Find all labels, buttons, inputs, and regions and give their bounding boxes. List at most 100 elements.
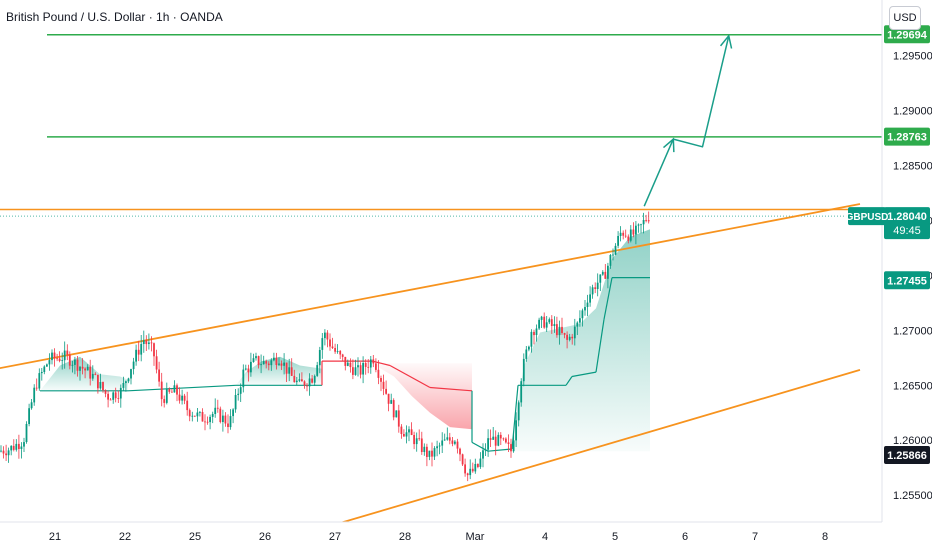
candle-body: [30, 402, 33, 409]
candle-body: [471, 468, 474, 472]
candle-body: [278, 363, 280, 365]
candle-body: [201, 412, 204, 422]
candle-body: [395, 410, 398, 418]
candle-body: [494, 436, 497, 446]
candle-body: [122, 383, 125, 388]
indicator-line-segment: [127, 384, 237, 392]
candle-body: [364, 363, 367, 367]
indicator-line-segment: [371, 360, 391, 367]
candle-body: [232, 409, 234, 417]
candle-body: [329, 339, 331, 347]
indicator-line-segment: [487, 448, 513, 452]
price-label-level-bg: [884, 446, 930, 464]
candle-body: [227, 423, 229, 427]
candle-body: [33, 387, 36, 403]
candle-body: [53, 352, 56, 359]
candle-body: [81, 366, 84, 369]
candle-body: [436, 446, 438, 449]
candle-body: [25, 424, 28, 442]
candle-body: [522, 358, 525, 382]
y-tick-label: 1.25500: [893, 490, 932, 502]
candle-body: [418, 438, 421, 440]
candle-body: [499, 434, 502, 439]
candle-body: [624, 235, 627, 237]
candle-body: [622, 232, 625, 236]
candle-body: [566, 334, 568, 340]
candle-body: [318, 350, 321, 366]
candle-body: [132, 361, 135, 370]
candle-body: [354, 367, 357, 375]
x-tick-label: 4: [542, 531, 548, 543]
candle-body: [520, 381, 523, 403]
candle-body: [451, 440, 454, 444]
candle-body: [308, 378, 311, 387]
candle-body: [576, 322, 579, 327]
candle-body: [477, 464, 479, 467]
candle-body: [239, 387, 242, 394]
candle-body: [510, 444, 512, 452]
candle-body: [148, 342, 150, 344]
candle-body: [321, 338, 324, 350]
candle-body: [619, 232, 622, 236]
candle-body: [640, 224, 642, 226]
candle-body: [558, 326, 561, 336]
candle-body: [487, 438, 489, 450]
candle-body: [617, 236, 619, 246]
candle-body: [163, 399, 166, 403]
candle-body: [579, 318, 581, 323]
candle-body: [216, 407, 219, 409]
indicator-line-segment: [511, 385, 519, 450]
candle-body: [211, 414, 214, 417]
candle-body: [79, 366, 81, 371]
candle-body: [466, 473, 469, 476]
candle-body: [301, 379, 303, 382]
candle-body: [528, 346, 530, 350]
candle-body: [48, 360, 51, 365]
candle-body: [596, 282, 599, 289]
candle-body: [171, 391, 173, 393]
candle-body: [525, 349, 528, 359]
candle-body: [349, 362, 352, 368]
y-tick-label: 1.28500: [893, 161, 932, 173]
candle-body: [426, 446, 428, 457]
candle-body: [403, 434, 405, 437]
candle-body: [627, 236, 630, 241]
plot-area: [0, 33, 882, 522]
candle-body: [219, 408, 222, 422]
candle-body: [438, 445, 441, 447]
y-tick-label: 1.29500: [893, 51, 932, 63]
candle-body: [642, 220, 645, 225]
candle-body: [224, 415, 227, 424]
candle-body: [497, 434, 500, 446]
candle-body: [68, 354, 71, 366]
candle-body: [517, 402, 520, 421]
candle-body: [267, 363, 270, 366]
x-tick-label: 5: [612, 531, 618, 543]
price-label-stop: 1.27455: [887, 275, 927, 287]
time-axis[interactable]: 21 22 25 26 27 28 Mar 4 5 6 7 8: [49, 531, 828, 543]
candle-body: [515, 420, 517, 441]
x-tick-label: 8: [822, 531, 828, 543]
candle-body: [0, 450, 2, 452]
candle-body: [99, 382, 102, 389]
symbol-tag-bg: [848, 207, 886, 226]
candle-body: [94, 373, 97, 375]
candle-body: [150, 342, 153, 344]
candle-body: [142, 340, 145, 344]
candle-body: [153, 343, 155, 357]
candle-body: [415, 438, 418, 445]
price-labels: 1.28763 1.27455 1.25866 1.29694 1.28040 49:45…: [846, 25, 930, 464]
candle-body: [262, 361, 265, 365]
currency-button[interactable]: USD: [889, 6, 921, 30]
candle-body: [35, 387, 38, 389]
candle-body: [362, 363, 364, 375]
candle-body: [357, 365, 359, 368]
candle-body: [423, 446, 426, 452]
candle-body: [479, 458, 482, 467]
candle-body: [191, 415, 194, 417]
candle-body: [252, 358, 255, 362]
candle-body: [586, 302, 589, 307]
candle-body: [591, 287, 594, 295]
x-tick-label: 28: [399, 531, 411, 543]
